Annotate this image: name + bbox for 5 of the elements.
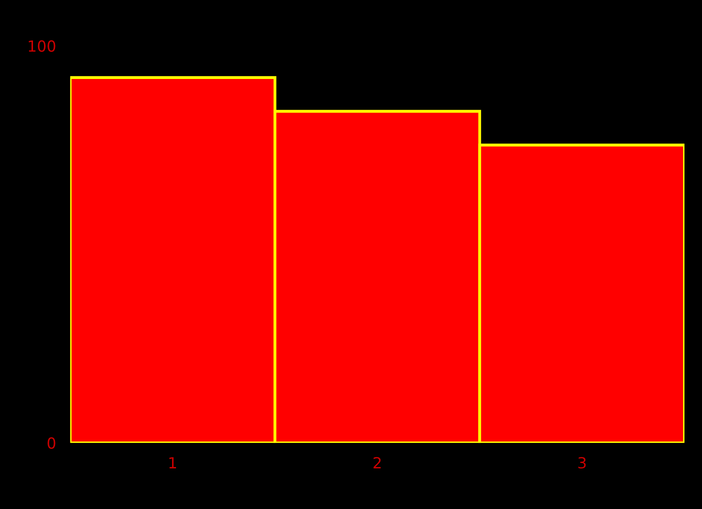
y-tick-label: 100	[28, 40, 56, 52]
x-tick-label: 1	[169, 457, 176, 468]
y-tick-label: 0	[48, 437, 56, 449]
x-tick-label: 2	[374, 456, 381, 468]
x-tick-label: 3	[578, 456, 586, 469]
